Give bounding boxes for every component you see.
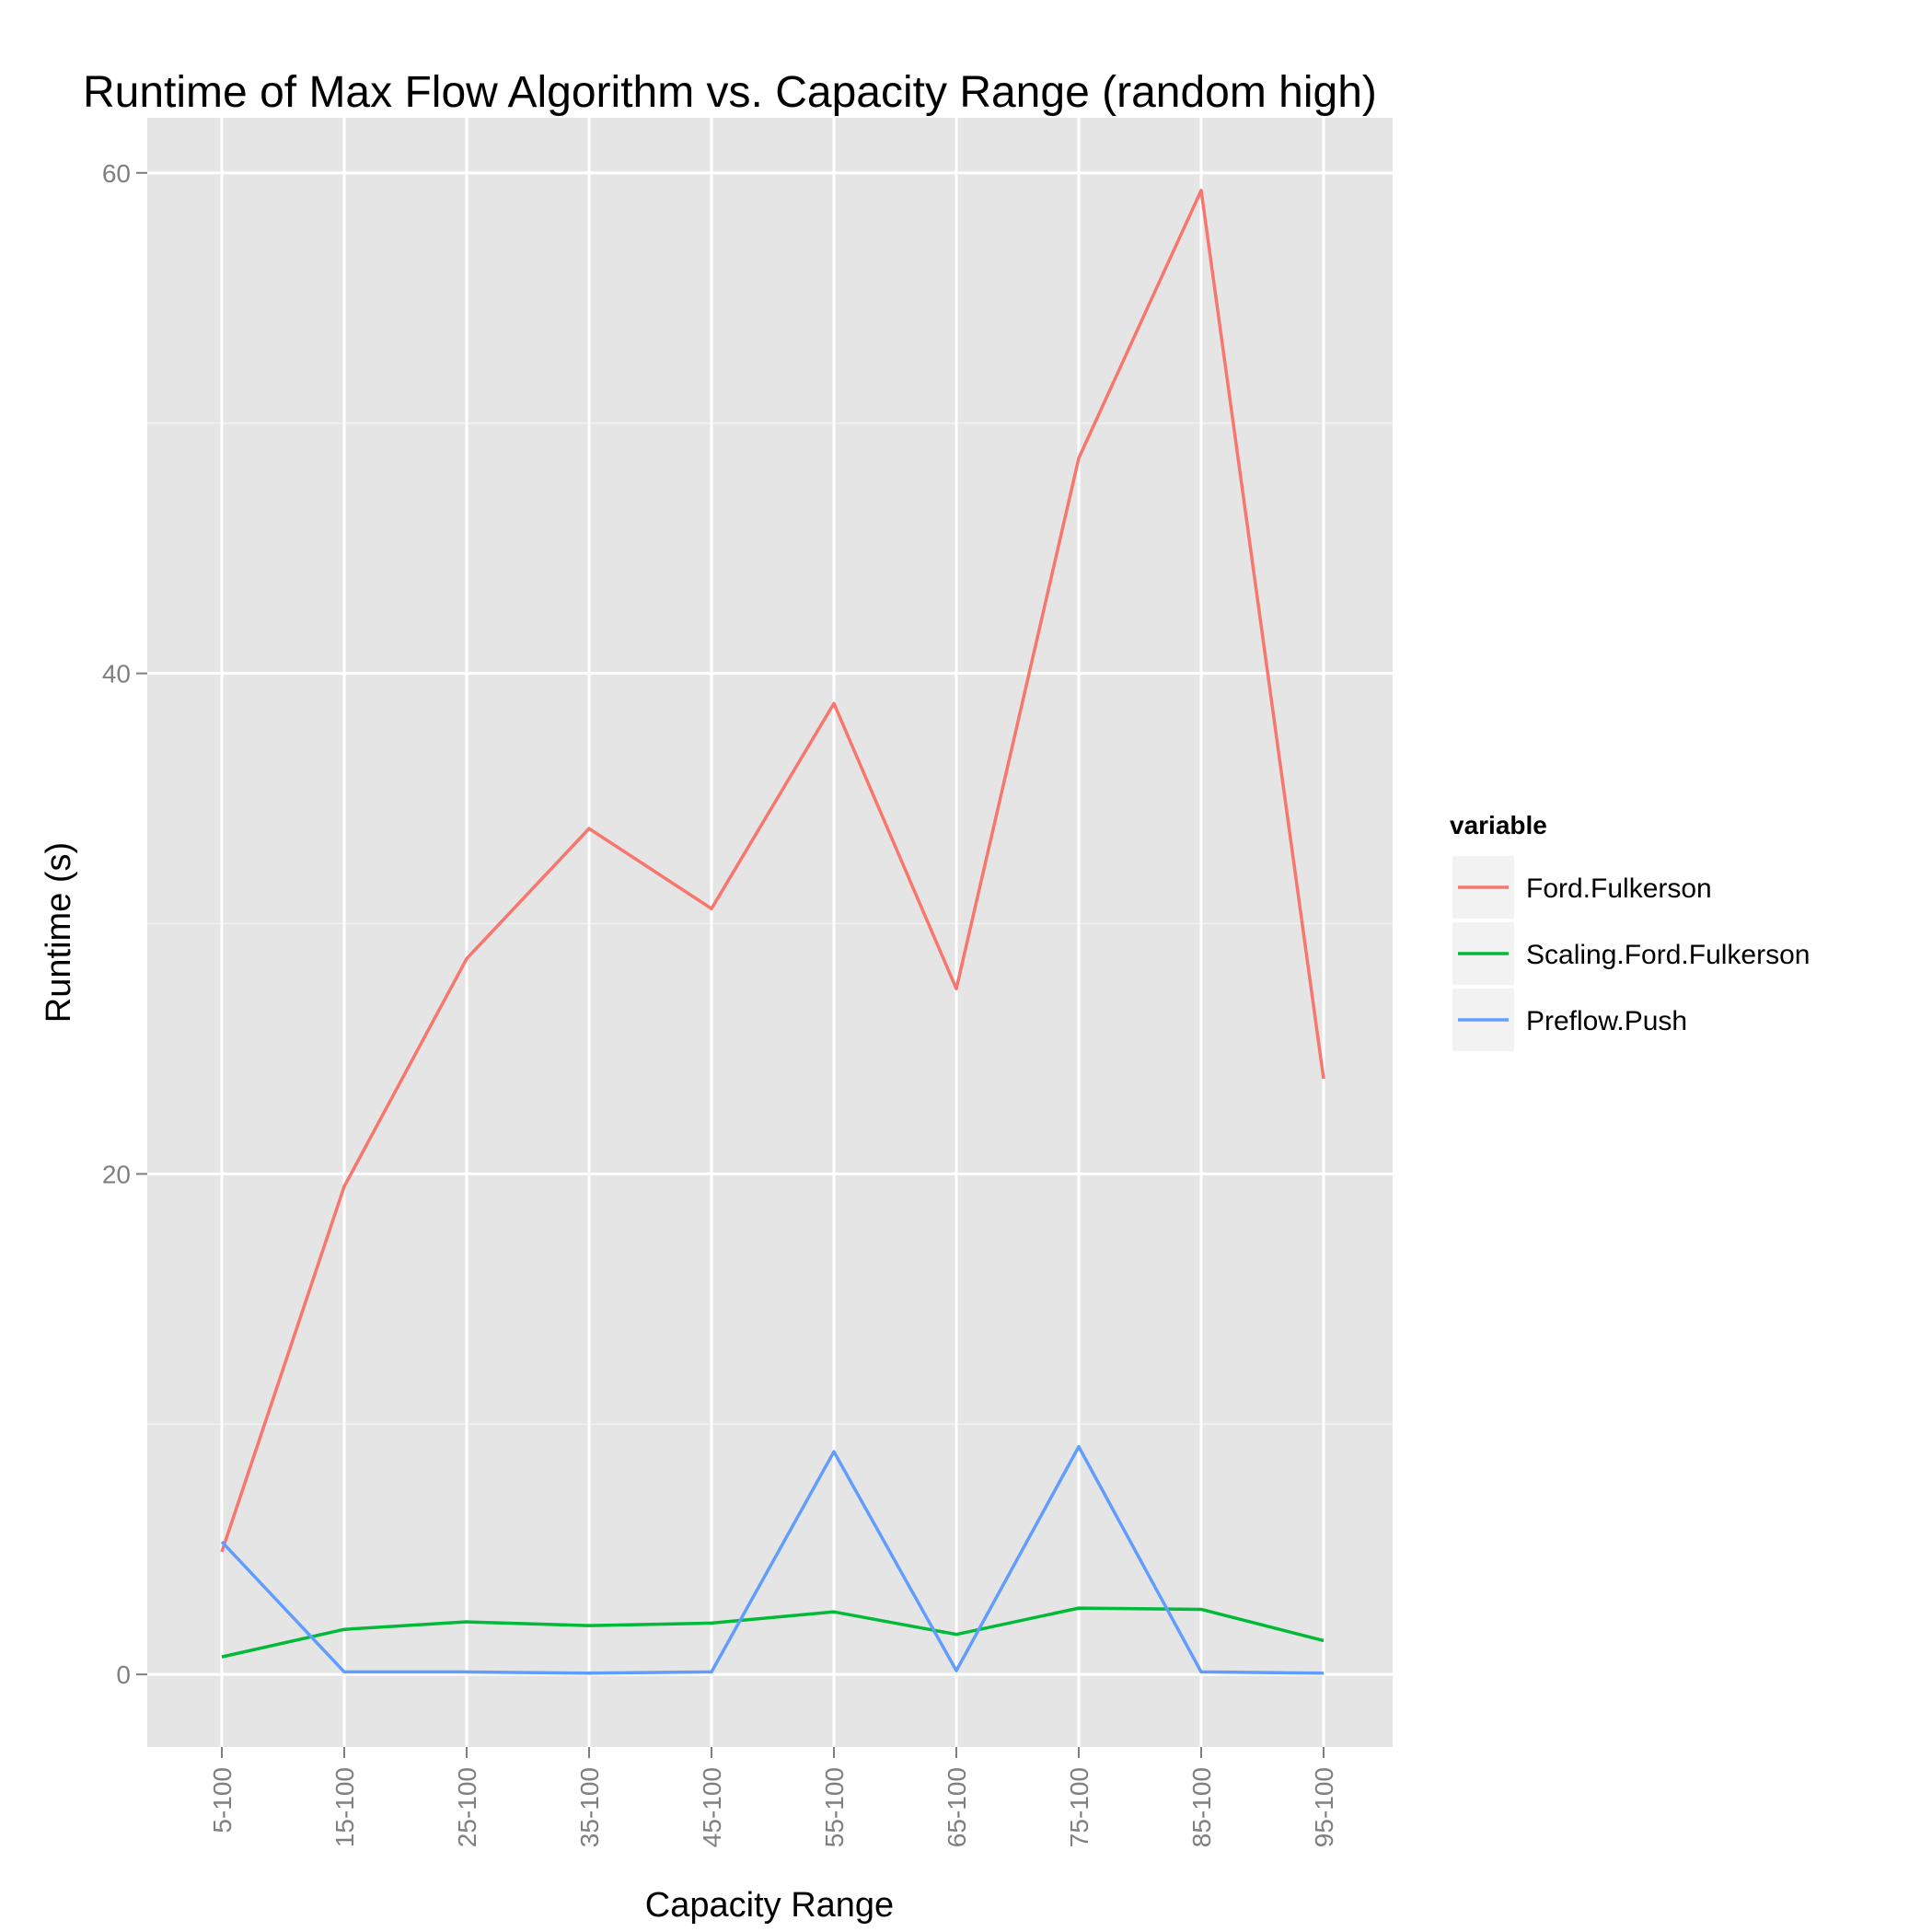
legend-item: Scaling.Ford.Fulkerson <box>1452 922 1810 985</box>
x-tick-label: 95-100 <box>1310 1767 1338 1847</box>
x-tick-label: 85-100 <box>1187 1767 1216 1847</box>
y-tick-label: 40 <box>102 660 131 688</box>
legend-items: Ford.Fulkerson Scaling.Ford.Fulkerson Pref… <box>1452 856 1810 1051</box>
x-tick-label: 5-100 <box>208 1767 237 1834</box>
x-axis-label: Capacity Range <box>645 1886 894 1925</box>
series-lines <box>220 189 1325 1675</box>
legend-label: Ford.Fulkerson <box>1526 873 1712 904</box>
x-tick-label: 65-100 <box>943 1767 971 1847</box>
y-tick-label: 60 <box>102 159 131 188</box>
legend-item: Ford.Fulkerson <box>1452 856 1712 919</box>
grid-minor <box>147 422 1393 1426</box>
x-tick-label: 35-100 <box>575 1767 604 1847</box>
x-tick-label: 55-100 <box>820 1767 849 1847</box>
legend: variable Ford.Fulkerson Scaling.Ford.Fulk… <box>1450 811 1810 1051</box>
y-axis: 0 20 40 60 <box>102 159 147 1689</box>
x-axis: 5-100 15-100 25-100 35-100 45-100 55-100 65-10… <box>208 1747 1338 1847</box>
series-line-scaling-ford-fulkerson <box>221 1606 1325 1659</box>
plot-panel <box>147 118 1393 1747</box>
legend-label: Preflow.Push <box>1526 1006 1687 1036</box>
y-axis-label: Runtime (s) <box>40 842 78 1023</box>
x-tick-label: 75-100 <box>1065 1767 1093 1847</box>
grid-major <box>147 118 1393 1747</box>
y-tick-label: 0 <box>116 1660 131 1689</box>
x-tick-label: 25-100 <box>453 1767 481 1847</box>
x-tick-label: 45-100 <box>698 1767 726 1847</box>
legend-label: Scaling.Ford.Fulkerson <box>1526 940 1810 970</box>
chart-title: Runtime of Max Flow Algorithm vs. Capaci… <box>83 68 1377 117</box>
legend-item: Preflow.Push <box>1452 989 1687 1051</box>
series-line-preflow-push <box>220 1444 1325 1675</box>
x-tick-label: 15-100 <box>330 1767 359 1847</box>
y-tick-label: 20 <box>102 1160 131 1188</box>
legend-title: variable <box>1450 811 1547 839</box>
series-line-ford-fulkerson <box>220 189 1325 1553</box>
